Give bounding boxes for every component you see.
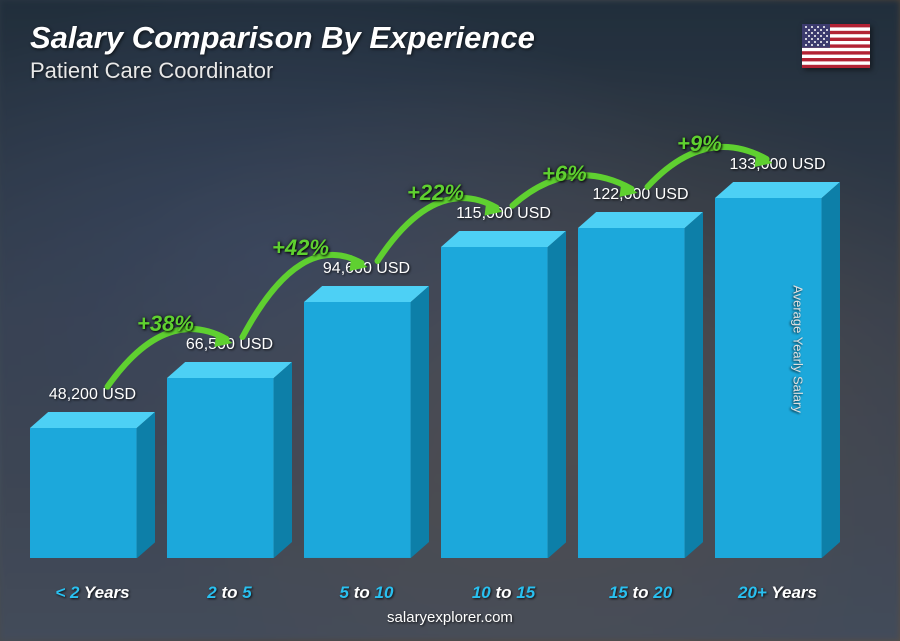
bar-value-label: 48,200 USD	[49, 386, 136, 404]
bar-3d	[715, 182, 840, 563]
bar-3d	[441, 231, 566, 563]
y-axis-label: Average Yearly Salary	[791, 285, 806, 413]
main-container: Salary Comparison By Experience Patient …	[0, 0, 900, 641]
bar-value-label: 133,000 USD	[729, 156, 825, 174]
page-subtitle: Patient Care Coordinator	[30, 58, 870, 84]
footer-site: salaryexplorer.com	[30, 609, 870, 626]
us-flag-icon	[802, 24, 870, 68]
header: Salary Comparison By Experience Patient …	[30, 20, 870, 84]
bar-value-label: 94,600 USD	[323, 260, 410, 278]
bar-3d	[578, 212, 703, 563]
bar-group-1: 66,500 USD	[167, 336, 292, 563]
bar-value-label: 115,000 USD	[456, 205, 551, 223]
page-title: Salary Comparison By Experience	[30, 20, 870, 56]
x-label-1: 2 to 5	[167, 583, 292, 603]
bar-group-4: 122,000 USD	[578, 186, 703, 563]
bar-group-0: 48,200 USD	[30, 386, 155, 563]
x-labels-row: < 2 Years 2 to 5 5 to 10 10 to 15 15 to 20 20…	[30, 583, 840, 603]
chart-area: 48,200 USD 66,500 USD 94,600 USD 115,000 US…	[30, 94, 870, 603]
bar-3d	[167, 362, 292, 563]
x-label-3: 10 to 15	[441, 583, 566, 603]
x-label-4: 15 to 20	[578, 583, 703, 603]
bars-row: 48,200 USD 66,500 USD 94,600 USD 115,000 US…	[30, 143, 840, 563]
x-label-0: < 2 Years	[30, 583, 155, 603]
x-label-2: 5 to 10	[304, 583, 429, 603]
bar-group-3: 115,000 USD	[441, 205, 566, 563]
bar-group-2: 94,600 USD	[304, 260, 429, 563]
bar-value-label: 122,000 USD	[592, 186, 688, 204]
bar-group-5: 133,000 USD	[715, 156, 840, 563]
bar-3d	[304, 286, 429, 563]
x-label-5: 20+ Years	[715, 583, 840, 603]
bar-value-label: 66,500 USD	[186, 336, 273, 354]
bar-3d	[30, 412, 155, 563]
